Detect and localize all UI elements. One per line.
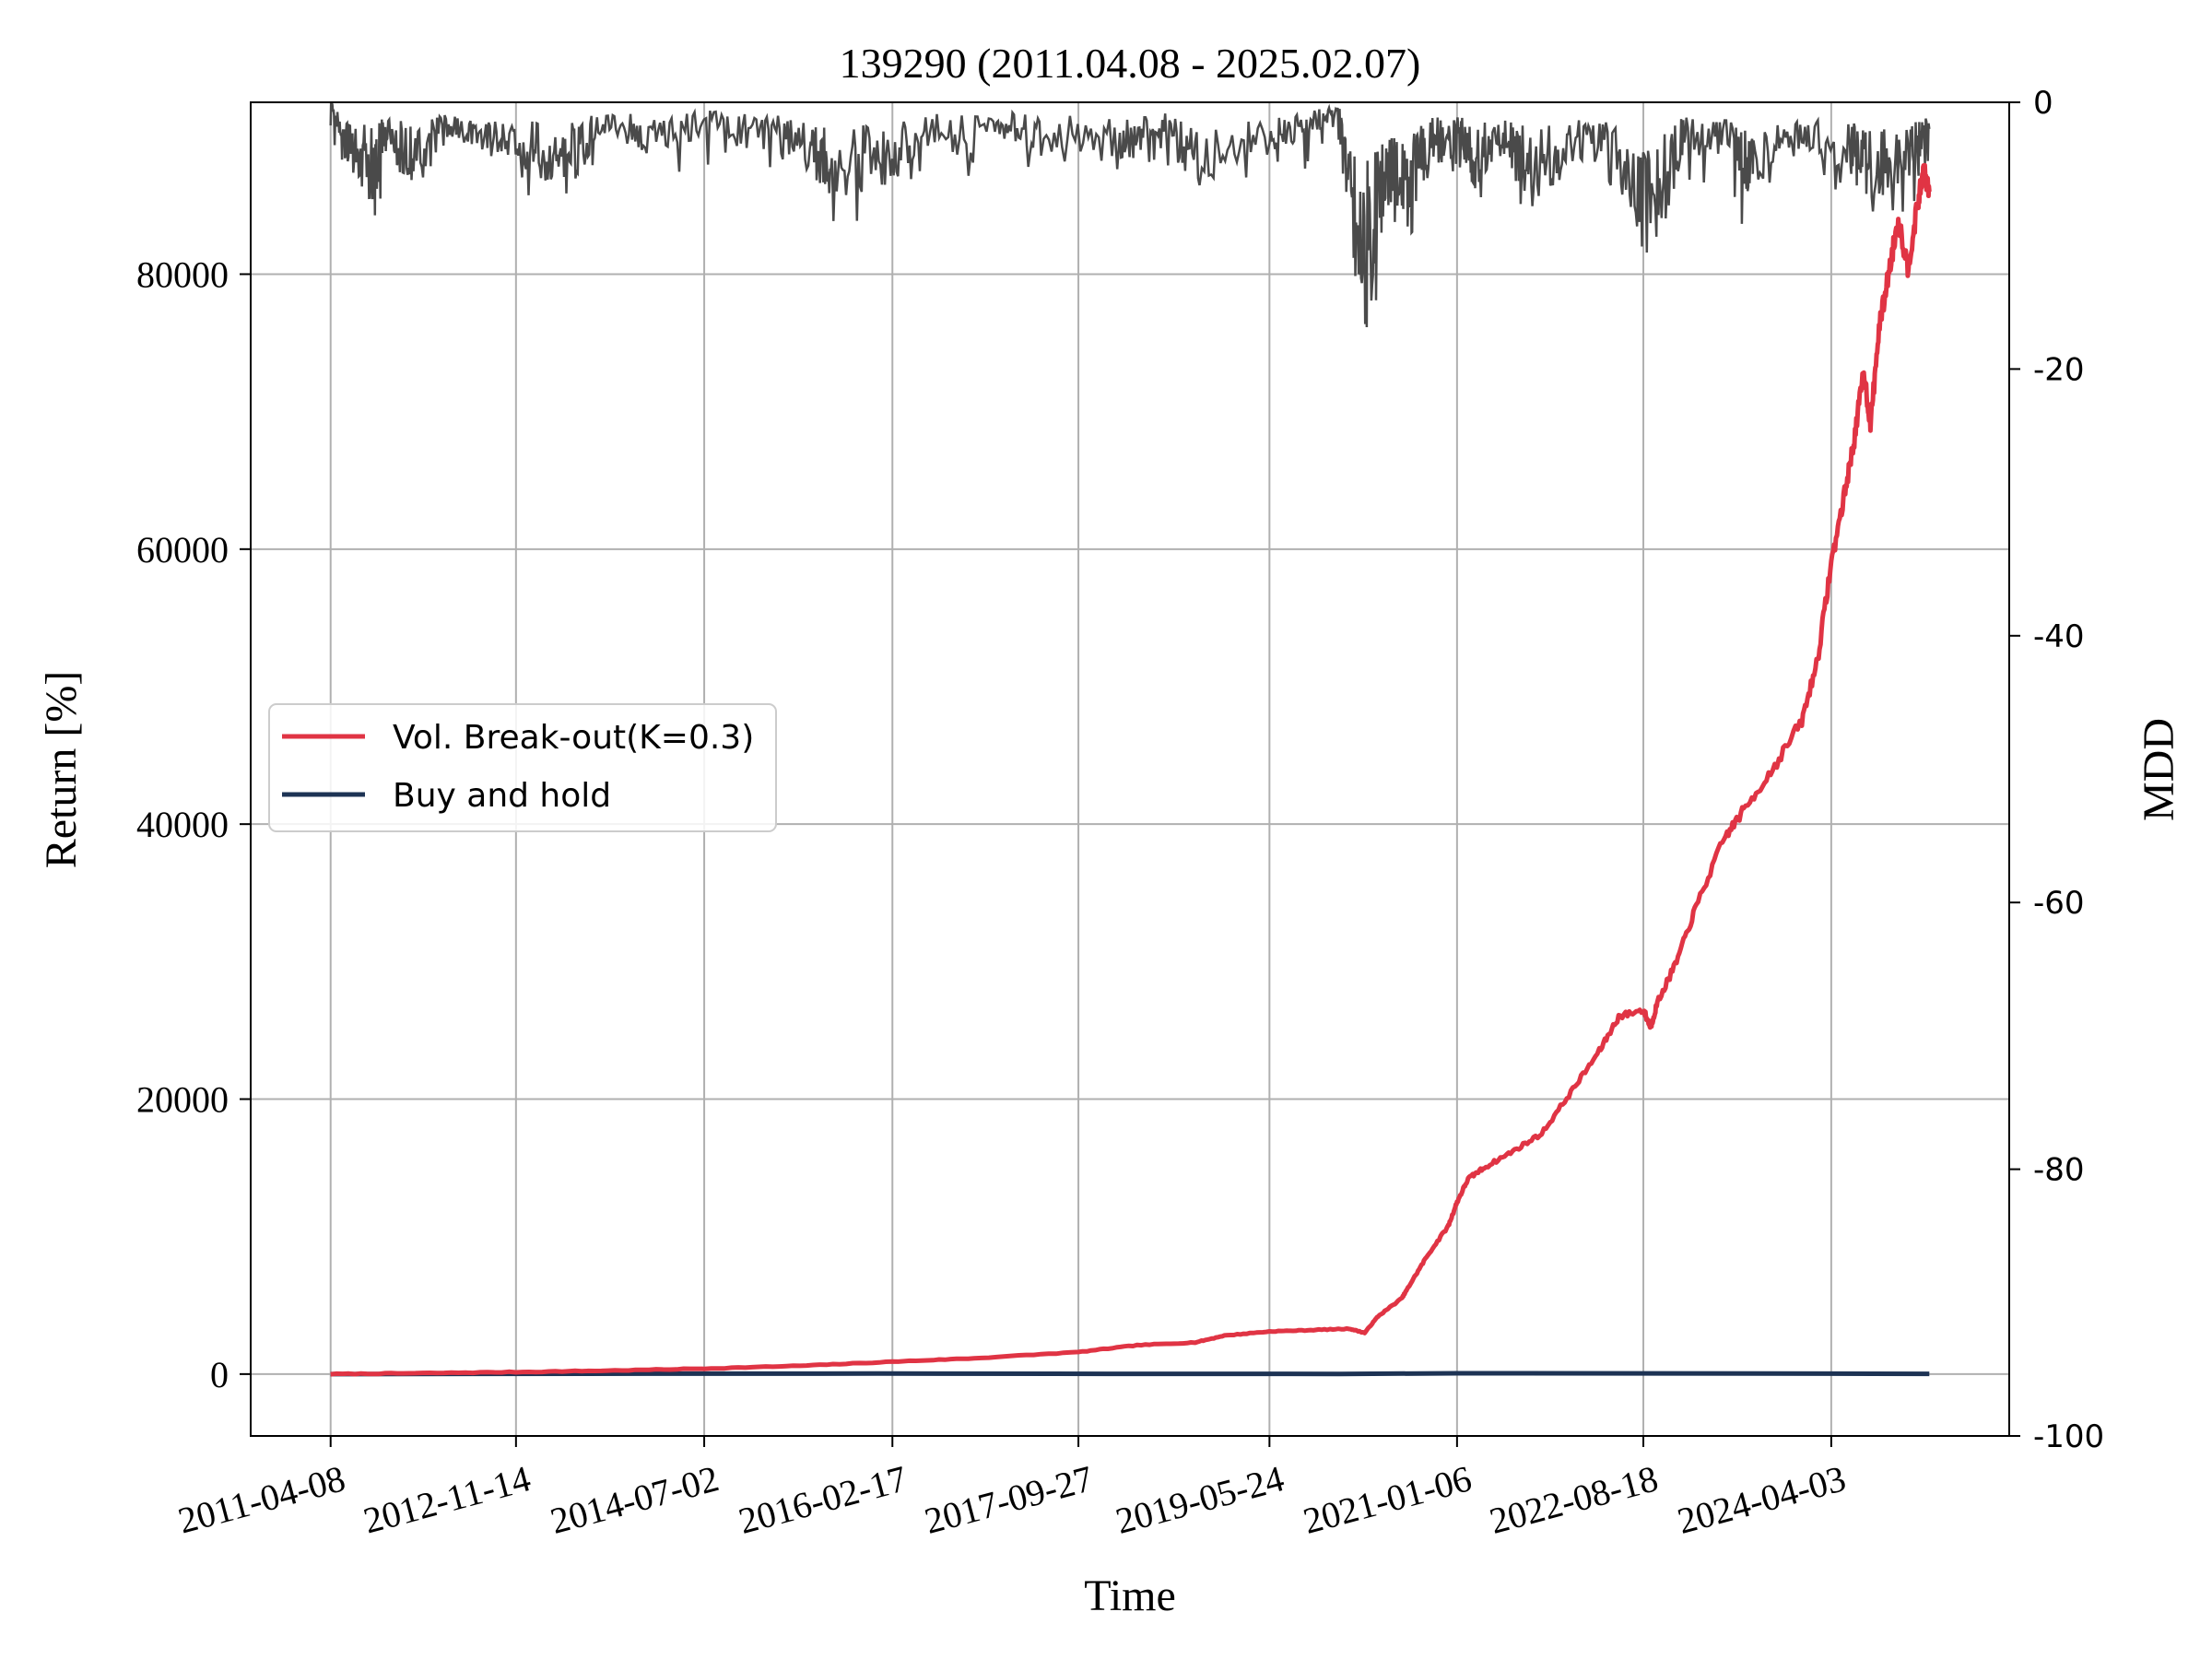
buy-and-hold-line: [330, 1371, 1930, 1377]
y2-tick-label: -80: [2033, 1152, 2085, 1189]
legend-box: [268, 703, 777, 832]
legend-label-strategy: Vol. Break-out(K=0.3): [393, 719, 754, 757]
mdd-line: [329, 102, 1931, 328]
x-axis-label: Time: [1084, 1571, 1176, 1620]
y-tick-label: 40000: [136, 804, 229, 845]
y2-tick-label: -40: [2033, 618, 2085, 655]
legend-label-buy-and-hold: Buy and hold: [393, 777, 611, 815]
y-axis-label: Return [%]: [37, 671, 86, 869]
strategy-line: [330, 162, 1932, 1377]
y-tick-label: 60000: [136, 529, 229, 571]
plot-area: [329, 102, 1932, 1377]
y2-tick-label: 0: [2033, 85, 2053, 122]
chart-title: 139290 (2011.04.08 - 2025.02.07): [840, 40, 1421, 87]
y-tick-label: 20000: [136, 1079, 229, 1121]
legend: Vol. Break-out(K=0.3) Buy and hold: [268, 703, 777, 832]
y2-tick-label: -100: [2033, 1418, 2104, 1455]
y2-axis-label: MDD: [2135, 718, 2183, 821]
y-tick-label: 80000: [136, 253, 229, 295]
y-axis-left: 0 20000 40000 60000 80000: [136, 253, 251, 1395]
y2-tick-label: -20: [2033, 351, 2085, 388]
y-tick-label: 0: [210, 1354, 229, 1395]
y2-tick-label: -60: [2033, 885, 2085, 922]
y-axis-right: 0 -20 -40 -60 -80 -100: [2009, 85, 2104, 1455]
plot-frame: [250, 101, 2010, 1437]
